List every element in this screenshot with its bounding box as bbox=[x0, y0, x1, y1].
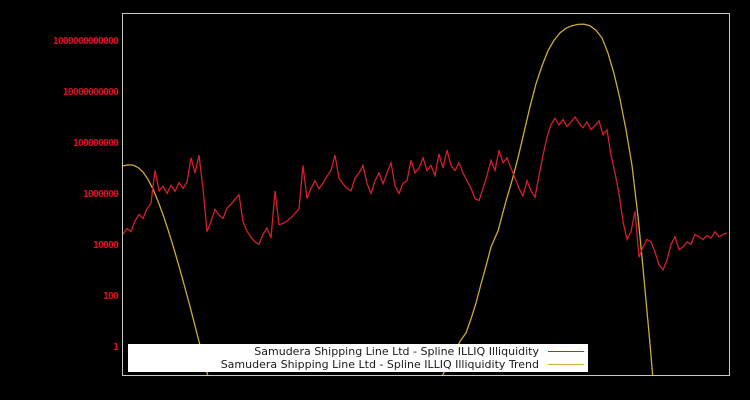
legend-item-trend: Samudera Shipping Line Ltd - Spline ILLI… bbox=[128, 357, 588, 371]
illiquidity-series-line bbox=[123, 115, 728, 272]
legend-label-illiquidity: Samudera Shipping Line Ltd - Spline ILLI… bbox=[254, 344, 539, 358]
y-tick-label: 1000000000000 bbox=[52, 36, 119, 47]
y-tick-label: 1 bbox=[112, 342, 119, 353]
y-tick-label: 10000 bbox=[92, 240, 119, 251]
legend-item-illiquidity: Samudera Shipping Line Ltd - Spline ILLI… bbox=[128, 344, 588, 358]
y-tick-label: 100 bbox=[102, 291, 119, 302]
plot-svg bbox=[123, 23, 728, 375]
legend-line-sample-red bbox=[548, 351, 584, 352]
plot-area bbox=[122, 13, 730, 376]
y-tick-label: 100000000 bbox=[72, 138, 119, 149]
legend-line-sample-yellow bbox=[548, 364, 584, 365]
legend-label-trend: Samudera Shipping Line Ltd - Spline ILLI… bbox=[220, 357, 539, 371]
y-tick-label: 10000000000 bbox=[62, 87, 119, 98]
trend-series-line bbox=[123, 23, 654, 375]
y-tick-label: 1000000 bbox=[82, 189, 119, 200]
legend-box: Samudera Shipping Line Ltd - Spline ILLI… bbox=[128, 344, 588, 372]
